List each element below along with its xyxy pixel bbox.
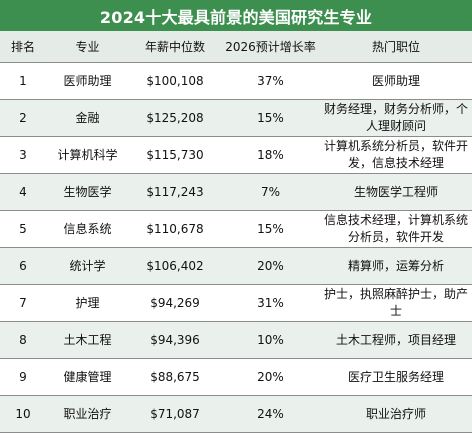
growth-cell: 18% [221,136,320,174]
growth-cell: 20% [221,247,320,285]
table-header-row: 排名 专业 年薪中位数 2026预计增长率 热门职位 [0,31,472,63]
rank-cell: 5 [0,210,46,248]
salary-cell: $100,108 [129,62,221,100]
jobs-cell: 医师助理 [320,62,472,100]
salary-cell: $125,208 [129,99,221,137]
rank-cell: 6 [0,247,46,285]
growth-cell: 7% [221,173,320,211]
table-row: 1 医师助理 $100,108 37% 医师助理 [0,62,472,100]
jobs-cell: 计算机系统分析员，软件开发，信息技术经理 [320,136,472,174]
page-title: 2024十大最具前景的美国研究生专业 [0,0,472,31]
salary-cell: $94,269 [129,284,221,322]
column-header-major: 专业 [46,31,129,63]
jobs-cell: 护士，执照麻醉护士，助产士 [320,284,472,322]
major-cell: 生物医学 [46,173,129,211]
table-row: 7 护理 $94,269 31% 护士，执照麻醉护士，助产士 [0,284,472,322]
salary-cell: $88,675 [129,358,221,396]
jobs-cell: 医疗卫生服务经理 [320,358,472,396]
salary-cell: $117,243 [129,173,221,211]
table-row: 4 生物医学 $117,243 7% 生物医学工程师 [0,173,472,211]
major-cell: 计算机科学 [46,136,129,174]
rank-cell: 8 [0,321,46,359]
major-cell: 金融 [46,99,129,137]
table-row: 5 信息系统 $110,678 15% 信息技术经理，计算机系统分析员，软件开发 [0,210,472,248]
growth-cell: 10% [221,321,320,359]
rank-cell: 9 [0,358,46,396]
rank-cell: 1 [0,62,46,100]
salary-cell: $106,402 [129,247,221,285]
major-cell: 医师助理 [46,62,129,100]
rank-cell: 7 [0,284,46,322]
table-row: 9 健康管理 $88,675 20% 医疗卫生服务经理 [0,358,472,396]
salary-cell: $115,730 [129,136,221,174]
rank-cell: 2 [0,99,46,137]
jobs-cell: 职业治疗师 [320,395,472,433]
table-row: 2 金融 $125,208 15% 财务经理，财务分析师，个人理财顾问 [0,99,472,137]
column-header-growth: 2026预计增长率 [221,31,320,63]
table-row: 8 土木工程 $94,396 10% 土木工程师，项目经理 [0,321,472,359]
major-cell: 统计学 [46,247,129,285]
column-header-salary: 年薪中位数 [129,31,221,63]
major-cell: 健康管理 [46,358,129,396]
growth-cell: 37% [221,62,320,100]
table-row: 10 职业治疗 $71,087 24% 职业治疗师 [0,395,472,433]
major-cell: 职业治疗 [46,395,129,433]
jobs-cell: 精算师，运筹分析 [320,247,472,285]
growth-cell: 15% [221,210,320,248]
salary-cell: $110,678 [129,210,221,248]
jobs-cell: 土木工程师，项目经理 [320,321,472,359]
jobs-cell: 生物医学工程师 [320,173,472,211]
major-cell: 土木工程 [46,321,129,359]
jobs-cell: 信息技术经理，计算机系统分析员，软件开发 [320,210,472,248]
major-cell: 护理 [46,284,129,322]
rank-cell: 3 [0,136,46,174]
column-header-jobs: 热门职位 [320,31,472,63]
major-cell: 信息系统 [46,210,129,248]
growth-cell: 31% [221,284,320,322]
column-header-rank: 排名 [0,31,46,63]
growth-cell: 24% [221,395,320,433]
table-row: 3 计算机科学 $115,730 18% 计算机系统分析员，软件开发，信息技术经… [0,136,472,174]
table-row: 6 统计学 $106,402 20% 精算师，运筹分析 [0,247,472,285]
growth-cell: 15% [221,99,320,137]
growth-cell: 20% [221,358,320,396]
salary-cell: $71,087 [129,395,221,433]
rank-cell: 4 [0,173,46,211]
salary-cell: $94,396 [129,321,221,359]
rank-cell: 10 [0,395,46,433]
jobs-cell: 财务经理，财务分析师，个人理财顾问 [320,99,472,137]
majors-table: 排名 专业 年薪中位数 2026预计增长率 热门职位 1 医师助理 $100,1… [0,31,472,433]
